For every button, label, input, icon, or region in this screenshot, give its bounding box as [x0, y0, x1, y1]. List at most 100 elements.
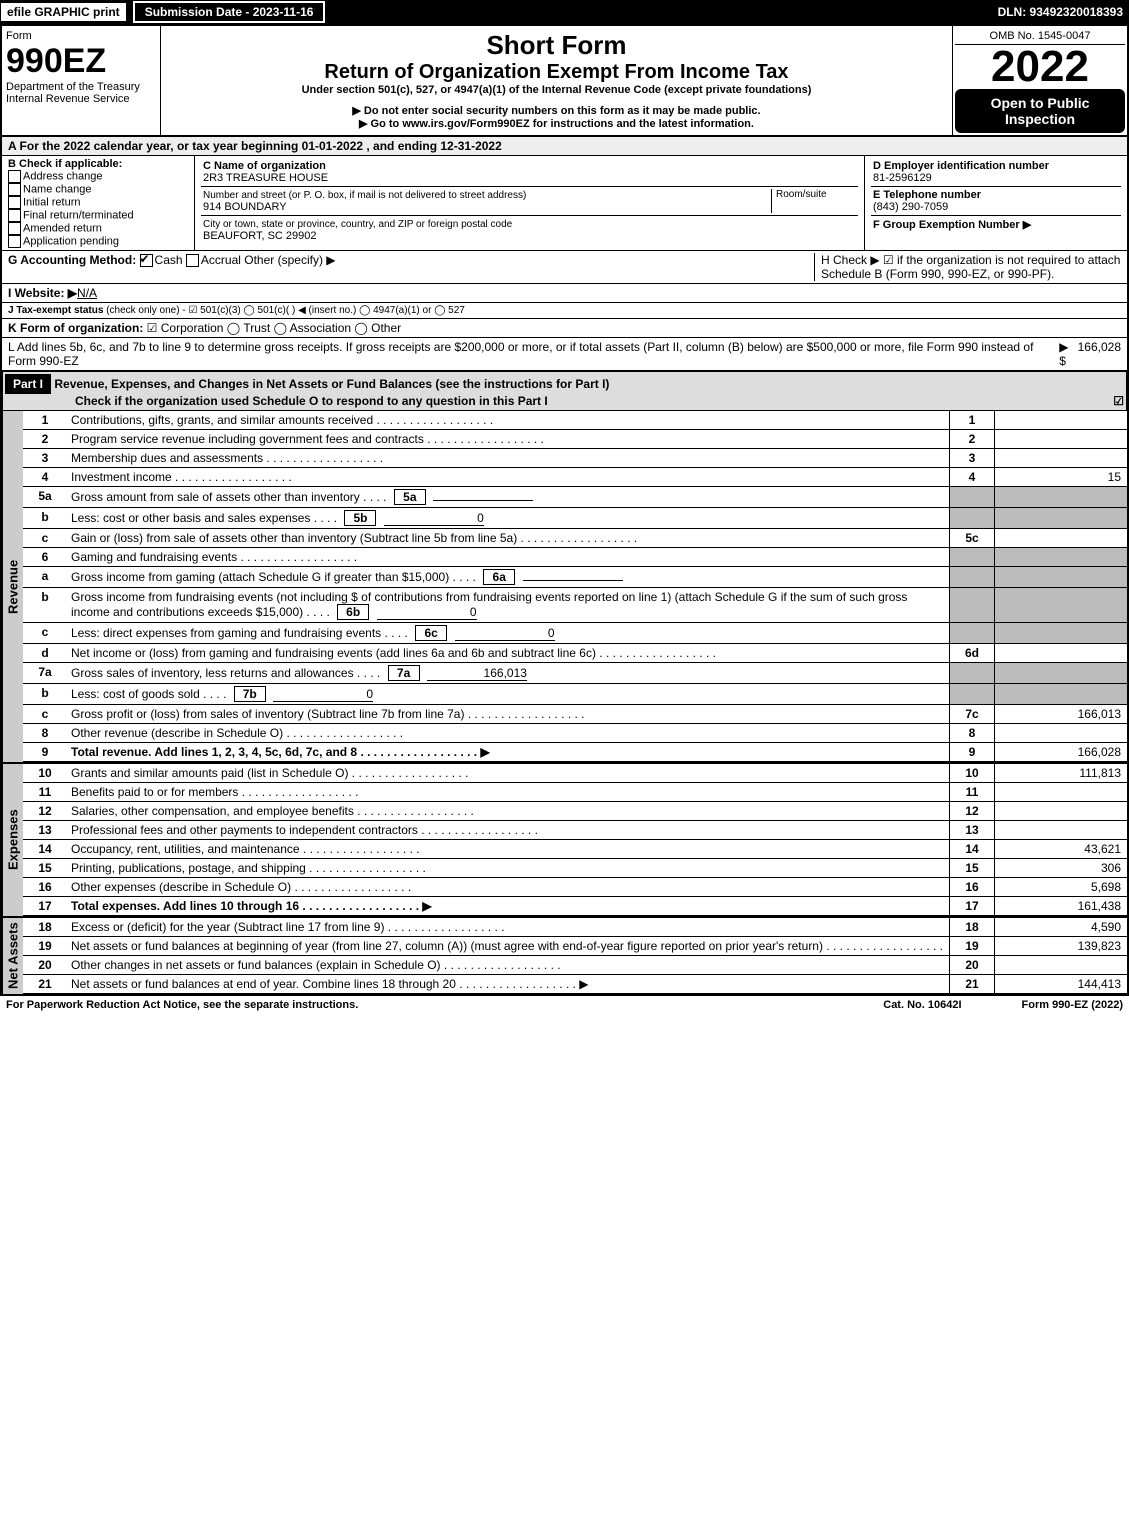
submission-date: Submission Date - 2023-11-16 — [133, 1, 326, 23]
street-label: Number and street (or P. O. box, if mail… — [203, 190, 526, 201]
line-ref: 12 — [949, 802, 994, 820]
line-ref — [949, 508, 994, 528]
line-b: bLess: cost of goods sold . . . . 7b 0 — [23, 684, 1127, 705]
line-ref: 17 — [949, 897, 994, 915]
l-text: L Add lines 5b, 6c, and 7b to line 9 to … — [8, 340, 1059, 368]
line-desc: Gain or (loss) from sale of assets other… — [67, 529, 949, 547]
line-value: 5,698 — [994, 878, 1127, 896]
line-number: 18 — [23, 918, 67, 936]
footer-left: For Paperwork Reduction Act Notice, see … — [6, 999, 358, 1011]
part1-check-note: Check if the organization used Schedule … — [75, 394, 548, 408]
part1-label: Part I — [5, 374, 51, 394]
line-value — [994, 529, 1127, 547]
line-value: 161,438 — [994, 897, 1127, 915]
line-17: 17Total expenses. Add lines 10 through 1… — [23, 897, 1127, 916]
line-number: b — [23, 684, 67, 704]
line-ref: 20 — [949, 956, 994, 974]
line-desc: Total expenses. Add lines 10 through 16 … — [67, 897, 949, 915]
sub-label: 6a — [483, 569, 515, 585]
cash-label: Cash — [155, 253, 183, 267]
part1-check: ☑ — [1113, 394, 1124, 408]
telephone: (843) 290-7059 — [873, 201, 948, 213]
street: 914 BOUNDARY — [203, 201, 287, 213]
line-number: 16 — [23, 878, 67, 896]
line-value — [994, 430, 1127, 448]
line-value — [994, 548, 1127, 566]
line-ref — [949, 548, 994, 566]
checkbox-icon[interactable] — [8, 235, 21, 248]
line-desc: Benefits paid to or for members . . . . … — [67, 783, 949, 801]
line-number: 10 — [23, 764, 67, 782]
sub-value — [433, 500, 533, 501]
footer-right: Form 990-EZ (2022) — [1022, 999, 1123, 1011]
part1-header: Part I Revenue, Expenses, and Changes in… — [2, 371, 1127, 411]
line-number: 8 — [23, 724, 67, 742]
sub-value: 166,013 — [427, 666, 527, 681]
line-1: 1Contributions, gifts, grants, and simil… — [23, 411, 1127, 430]
sub-value: 0 — [273, 687, 373, 702]
line-7a: 7aGross sales of inventory, less returns… — [23, 663, 1127, 684]
line-a: A For the 2022 calendar year, or tax yea… — [2, 137, 1127, 156]
cash-checkbox[interactable] — [140, 254, 153, 267]
line-value: 4,590 — [994, 918, 1127, 936]
line-ref: 14 — [949, 840, 994, 858]
tax-year: 2022 — [955, 45, 1125, 89]
b-item: Address change — [8, 170, 188, 183]
checkbox-icon[interactable] — [8, 196, 21, 209]
note-link[interactable]: ▶ Go to www.irs.gov/Form990EZ for instru… — [169, 117, 944, 130]
line-15: 15Printing, publications, postage, and s… — [23, 859, 1127, 878]
line-value — [994, 802, 1127, 820]
b-label: B Check if applicable: — [8, 158, 188, 170]
line-ref: 13 — [949, 821, 994, 839]
line-ref: 8 — [949, 724, 994, 742]
sub-value: 0 — [377, 605, 477, 620]
b-item: Final return/terminated — [8, 209, 188, 222]
k-text: ☑ Corporation ◯ Trust ◯ Association ◯ Ot… — [147, 321, 401, 335]
checkbox-icon[interactable] — [8, 222, 21, 235]
line-ref — [949, 623, 994, 643]
line-desc: Other changes in net assets or fund bala… — [67, 956, 949, 974]
line-value: 166,013 — [994, 705, 1127, 723]
line-d: dNet income or (loss) from gaming and fu… — [23, 644, 1127, 663]
line-ref: 3 — [949, 449, 994, 467]
title-short-form: Short Form — [169, 30, 944, 61]
checkbox-icon[interactable] — [8, 170, 21, 183]
city: BEAUFORT, SC 29902 — [203, 230, 317, 242]
section-c: C Name of organization 2R3 TREASURE HOUS… — [195, 156, 865, 250]
part1-heading: Revenue, Expenses, and Changes in Net As… — [54, 377, 609, 391]
header-right: OMB No. 1545-0047 2022 Open to Public In… — [953, 26, 1127, 135]
accrual-checkbox[interactable] — [186, 254, 199, 267]
line-desc: Gross income from fundraising events (no… — [67, 588, 949, 622]
line-value: 306 — [994, 859, 1127, 877]
b-item: Amended return — [8, 222, 188, 235]
line-ref: 5c — [949, 529, 994, 547]
line-number: 3 — [23, 449, 67, 467]
org-name: 2R3 TREASURE HOUSE — [203, 172, 328, 184]
line-9: 9Total revenue. Add lines 1, 2, 3, 4, 5c… — [23, 743, 1127, 762]
revenue-side-label: Revenue — [2, 411, 23, 762]
line-desc: Gross amount from sale of assets other t… — [67, 487, 949, 507]
line-desc: Less: cost or other basis and sales expe… — [67, 508, 949, 528]
line-ref: 15 — [949, 859, 994, 877]
line-number: 12 — [23, 802, 67, 820]
line-ref: 11 — [949, 783, 994, 801]
efile-button[interactable]: efile GRAPHIC print — [0, 2, 127, 22]
line-6: 6Gaming and fundraising events . . . . .… — [23, 548, 1127, 567]
line-10: 10Grants and similar amounts paid (list … — [23, 764, 1127, 783]
checkbox-icon[interactable] — [8, 209, 21, 222]
line-value — [994, 588, 1127, 622]
line-ref: 4 — [949, 468, 994, 486]
line-ref — [949, 487, 994, 507]
line-desc: Less: direct expenses from gaming and fu… — [67, 623, 949, 643]
checkbox-icon[interactable] — [8, 183, 21, 196]
row-l: L Add lines 5b, 6c, and 7b to line 9 to … — [2, 338, 1127, 371]
footer: For Paperwork Reduction Act Notice, see … — [0, 994, 1129, 1014]
line-13: 13Professional fees and other payments t… — [23, 821, 1127, 840]
line-desc: Gross profit or (loss) from sales of inv… — [67, 705, 949, 723]
line-number: 9 — [23, 743, 67, 761]
line-value — [994, 663, 1127, 683]
line-value — [994, 724, 1127, 742]
line-desc: Other expenses (describe in Schedule O) … — [67, 878, 949, 896]
line-ref — [949, 684, 994, 704]
sub-label: 7a — [388, 665, 420, 681]
